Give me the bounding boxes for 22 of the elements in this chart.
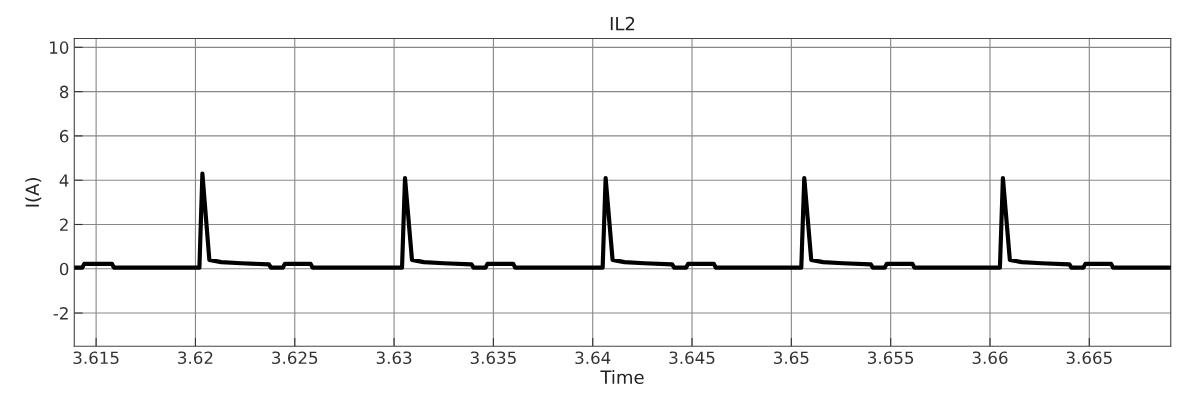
y-tick-label: 8 [59, 85, 69, 99]
x-tick-label: 3.645 [669, 351, 715, 365]
x-tick-label: 3.635 [470, 351, 516, 365]
x-tick-label: 3.66 [972, 351, 1008, 365]
x-tick-label: 3.65 [774, 351, 809, 365]
y-tick-label: -2 [53, 307, 68, 320]
x-tick-label: 3.64 [575, 351, 611, 365]
x-tick-label: 3.655 [868, 351, 914, 365]
y-tick-label: 10 [50, 41, 69, 54]
x-tick-label: 3.625 [272, 351, 318, 365]
line-series [74, 171, 1171, 270]
x-tick-label: 3.665 [1066, 351, 1112, 365]
y-tick-label: 4 [59, 174, 69, 187]
x-tick-label: 3.615 [73, 351, 119, 365]
y-tick-label: 6 [59, 129, 69, 143]
x-axis-title: Time [600, 370, 644, 385]
y-axis-title: I(A) [25, 178, 42, 207]
chart-title: IL2 [610, 16, 635, 31]
x-tick-label: 3.63 [376, 351, 412, 365]
y-tick-label: 0 [59, 262, 69, 276]
x-tick-label: 3.62 [178, 351, 213, 365]
y-tick-label: 2 [60, 218, 68, 231]
